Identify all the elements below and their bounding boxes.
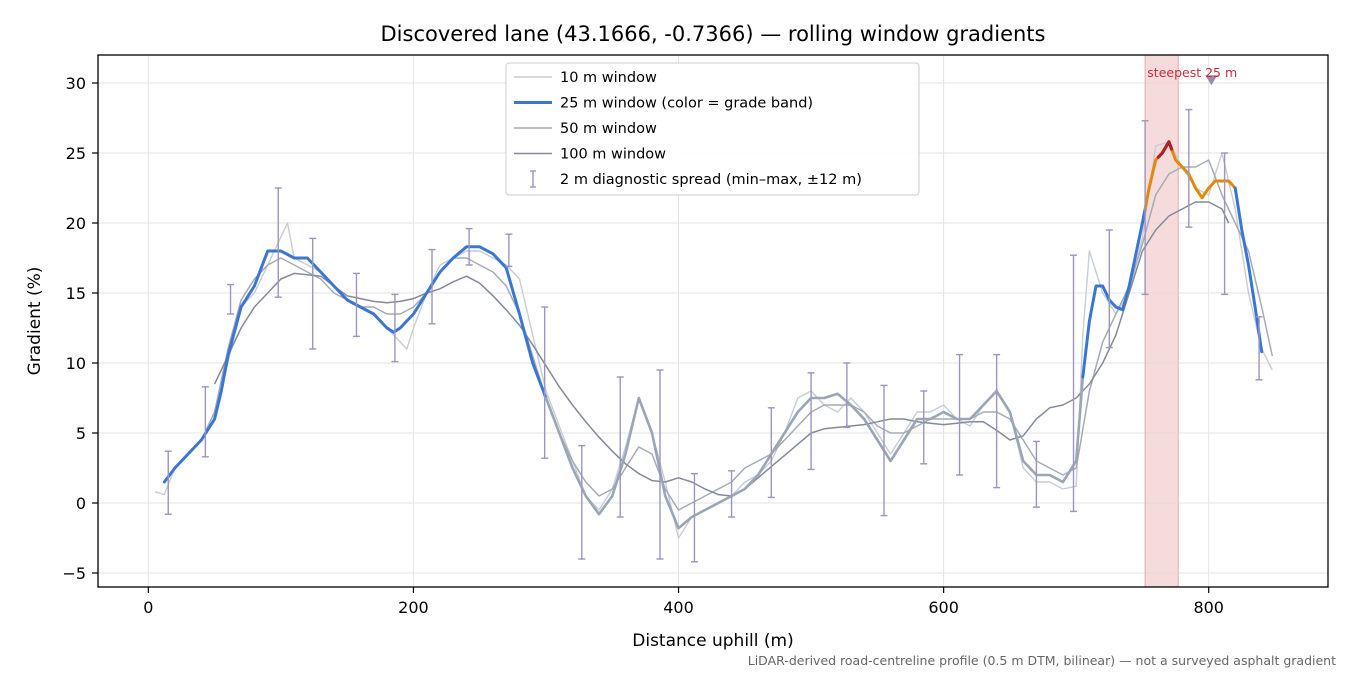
y-tick-label: 25 — [66, 144, 86, 163]
series-line-25m-band — [162, 245, 548, 484]
series-line-25m-band — [544, 375, 1085, 530]
y-tick-label: 20 — [66, 214, 86, 233]
y-tick-label: 30 — [66, 74, 86, 93]
axis-ticks: 0 200 400 600 800 −5 0 5 10 15 20 25 30 — [62, 74, 1224, 617]
legend-box — [505, 62, 920, 196]
legend-label: 2 m diagnostic spread (min–max, ±12 m) — [560, 172, 862, 188]
steepest-label: steepest 25 m — [1147, 65, 1237, 80]
steepest-band-layer: steepest 25 m — [1144, 54, 1237, 588]
footnote: LiDAR-derived road-centreline profile (0… — [748, 653, 1336, 668]
x-tick-label: 200 — [398, 598, 429, 617]
legend-label: 10 m window — [560, 70, 657, 86]
legend-label: 100 m window — [560, 147, 666, 163]
x-tick-label: 600 — [928, 598, 959, 617]
chart-title: Discovered lane (43.1666, -0.7366) — rol… — [381, 22, 1046, 46]
series-line-25m-band — [1233, 186, 1264, 354]
spread-layer — [164, 108, 1263, 563]
x-axis-label: Distance uphill (m) — [632, 631, 793, 651]
y-axis-label: Gradient (%) — [25, 267, 45, 376]
y-tick-label: 15 — [66, 284, 86, 303]
series-line-25m-peak — [1156, 140, 1174, 159]
series-line-25m-band — [1081, 207, 1147, 379]
plot-frame — [97, 54, 1329, 588]
x-tick-label: 0 — [143, 598, 153, 617]
series-layer — [154, 140, 1274, 539]
steepest-band — [1144, 54, 1179, 588]
y-tick-label: 0 — [76, 494, 86, 513]
legend-label: 25 m window (color = grade band) — [560, 96, 813, 112]
series-line-10m — [154, 141, 1273, 539]
y-tick-label: 5 — [76, 424, 86, 443]
legend-label: 50 m window — [560, 121, 657, 137]
x-tick-label: 800 — [1193, 598, 1224, 617]
x-tick-label: 400 — [663, 598, 694, 617]
series-line-100m — [213, 201, 1230, 497]
y-tick-label: −5 — [62, 564, 86, 583]
steepest-marker — [1205, 75, 1218, 86]
legend: 10 m window 25 m window (color = grade ba… — [505, 62, 920, 196]
y-tick-label: 10 — [66, 354, 86, 373]
